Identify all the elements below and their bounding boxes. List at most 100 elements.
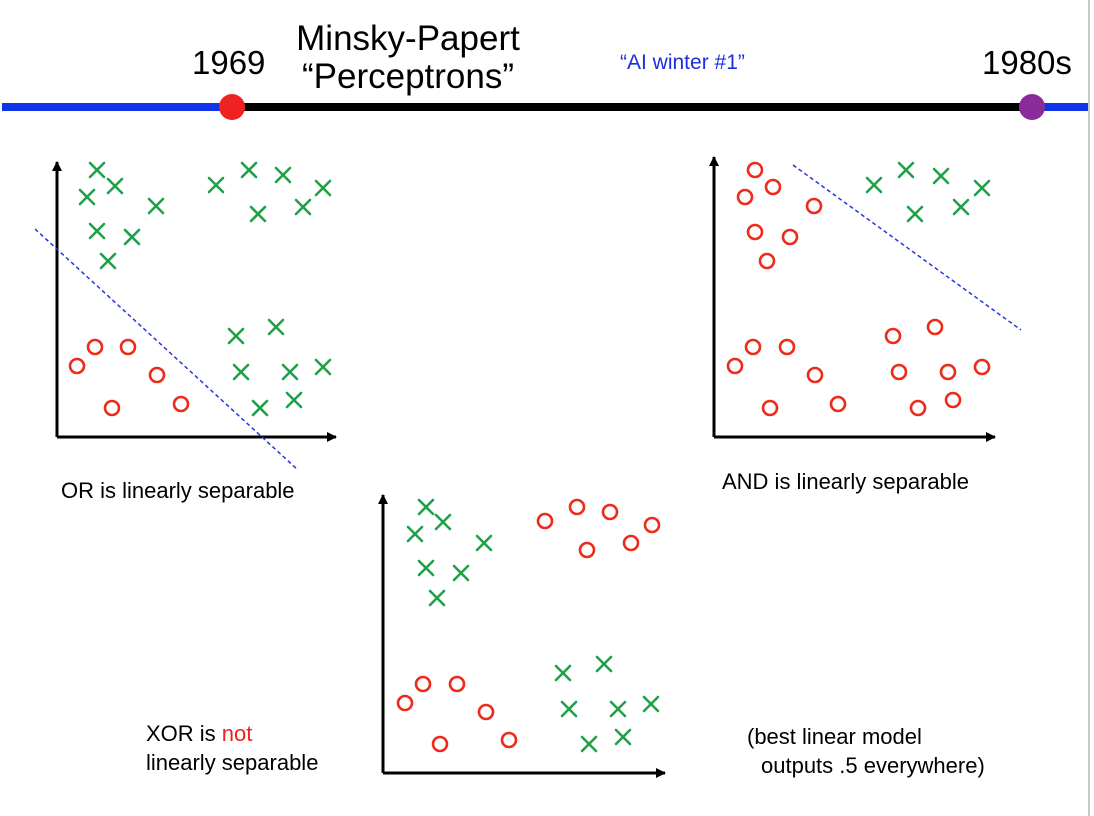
and-circle-mark-2 — [764, 178, 782, 196]
or-cross-mark-19 — [251, 399, 269, 417]
and-circle-mark-6 — [781, 228, 799, 246]
and-cross-mark-3 — [932, 167, 950, 185]
ai-winter-label: “AI winter #1” — [620, 51, 745, 74]
xor-circle-mark-8 — [414, 675, 432, 693]
xor-cross-mark-8 — [554, 664, 572, 682]
xor-cross-mark-11 — [609, 700, 627, 718]
or-cross-mark-10 — [274, 166, 292, 184]
timeline-end-marker — [1019, 94, 1045, 120]
xor-cross-mark-1 — [417, 498, 435, 516]
xor-caption: XOR is not linearly separable — [146, 719, 318, 777]
or-cross-mark-5 — [88, 222, 106, 240]
xor-plot — [378, 494, 666, 778]
or-cross-mark-2 — [106, 177, 124, 195]
xor-circle-mark-1 — [536, 512, 554, 530]
timeline-start-marker — [219, 94, 245, 120]
slide-edge — [1088, 0, 1090, 816]
title-line-2: “Perceptrons” — [301, 57, 515, 96]
or-cross-mark-4 — [147, 197, 165, 215]
and-circle-mark-11 — [806, 366, 824, 384]
or-circle-mark-5 — [103, 399, 121, 417]
or-cross-mark-18 — [314, 358, 332, 376]
xor-circle-mark-10 — [477, 703, 495, 721]
or-cross-mark-14 — [227, 327, 245, 345]
or-cross-mark-12 — [249, 205, 267, 223]
or-circle-mark-2 — [86, 338, 104, 356]
and-circle-mark-18 — [973, 358, 991, 376]
xor-circle-mark-11 — [431, 735, 449, 753]
and-circle-mark-3 — [736, 188, 754, 206]
or-cross-mark-9 — [240, 161, 258, 179]
or-circle-mark-3 — [119, 338, 137, 356]
xor-caption-prefix: XOR is — [146, 721, 222, 746]
and-cross-mark-6 — [952, 198, 970, 216]
end-year-label: 1980s — [982, 44, 1072, 81]
xor-circle-mark-2 — [568, 498, 586, 516]
xor-cross-mark-2 — [434, 513, 452, 531]
and-circle-mark-13 — [829, 395, 847, 413]
xor-cross-mark-4 — [475, 534, 493, 552]
xor-cross-mark-5 — [417, 559, 435, 577]
xor-circle-mark-9 — [448, 675, 466, 693]
or-cross-mark-16 — [232, 363, 250, 381]
and-circle-mark-20 — [944, 391, 962, 409]
and-circle-mark-12 — [761, 399, 779, 417]
and-cross-mark-4 — [973, 179, 991, 197]
xor-cross-mark-9 — [595, 655, 613, 673]
or-circle-mark-4 — [148, 366, 166, 384]
or-circle-mark-1 — [68, 357, 86, 375]
and-circle-mark-9 — [744, 338, 762, 356]
or-cross-mark-11 — [314, 179, 332, 197]
xor-circle-mark-3 — [601, 503, 619, 521]
or-cross-mark-8 — [207, 176, 225, 194]
xor-cross-mark-13 — [580, 735, 598, 753]
and-separator-line — [792, 164, 1022, 331]
xor-note-line-2: outputs .5 everywhere) — [761, 753, 985, 778]
xor-caption-line-2: linearly separable — [146, 750, 319, 775]
and-circle-mark-19 — [909, 399, 927, 417]
or-separator-line — [34, 228, 299, 471]
xor-note-line-1: (best linear model — [747, 724, 922, 749]
and-caption: AND is linearly separable — [722, 469, 969, 494]
or-cross-mark-7 — [99, 252, 117, 270]
title-line-1: Minsky-Papert — [296, 19, 520, 58]
and-circle-mark-1 — [746, 161, 764, 179]
xor-circle-mark-5 — [578, 541, 596, 559]
or-cross-mark-20 — [285, 391, 303, 409]
xor-cross-mark-10 — [560, 700, 578, 718]
xor-cross-mark-3 — [406, 525, 424, 543]
start-year-label: 1969 — [192, 44, 266, 81]
and-circle-mark-5 — [746, 223, 764, 241]
or-caption: OR is linearly separable — [61, 478, 295, 503]
timeline-title: Minsky-Papert “Perceptrons” — [283, 20, 533, 96]
and-circle-mark-8 — [726, 357, 744, 375]
xor-cross-mark-6 — [452, 564, 470, 582]
xor-cross-mark-12 — [642, 695, 660, 713]
or-cross-mark-13 — [294, 198, 312, 216]
and-cross-mark-2 — [897, 161, 915, 179]
or-cross-mark-17 — [281, 363, 299, 381]
and-circle-mark-15 — [926, 318, 944, 336]
xor-circle-mark-7 — [396, 694, 414, 712]
or-cross-mark-1 — [88, 161, 106, 179]
xor-note: (best linear model outputs .5 everywhere… — [747, 722, 985, 780]
xor-caption-highlight: not — [221, 721, 253, 746]
and-cross-mark-1 — [865, 176, 883, 194]
or-circle-mark-6 — [172, 395, 190, 413]
and-circle-mark-14 — [884, 327, 902, 345]
xor-circle-mark-6 — [622, 534, 640, 552]
and-circle-mark-10 — [778, 338, 796, 356]
and-cross-mark-5 — [906, 205, 924, 223]
and-circle-mark-7 — [758, 252, 776, 270]
or-cross-mark-15 — [267, 318, 285, 336]
xor-cross-mark-14 — [614, 728, 632, 746]
and-circle-mark-4 — [805, 197, 823, 215]
xor-cross-mark-7 — [428, 589, 446, 607]
xor-circle-mark-4 — [643, 516, 661, 534]
or-plot — [34, 161, 337, 471]
xor-circle-mark-12 — [500, 731, 518, 749]
or-cross-mark-6 — [123, 228, 141, 246]
and-circle-mark-16 — [890, 363, 908, 381]
or-cross-mark-3 — [78, 188, 96, 206]
